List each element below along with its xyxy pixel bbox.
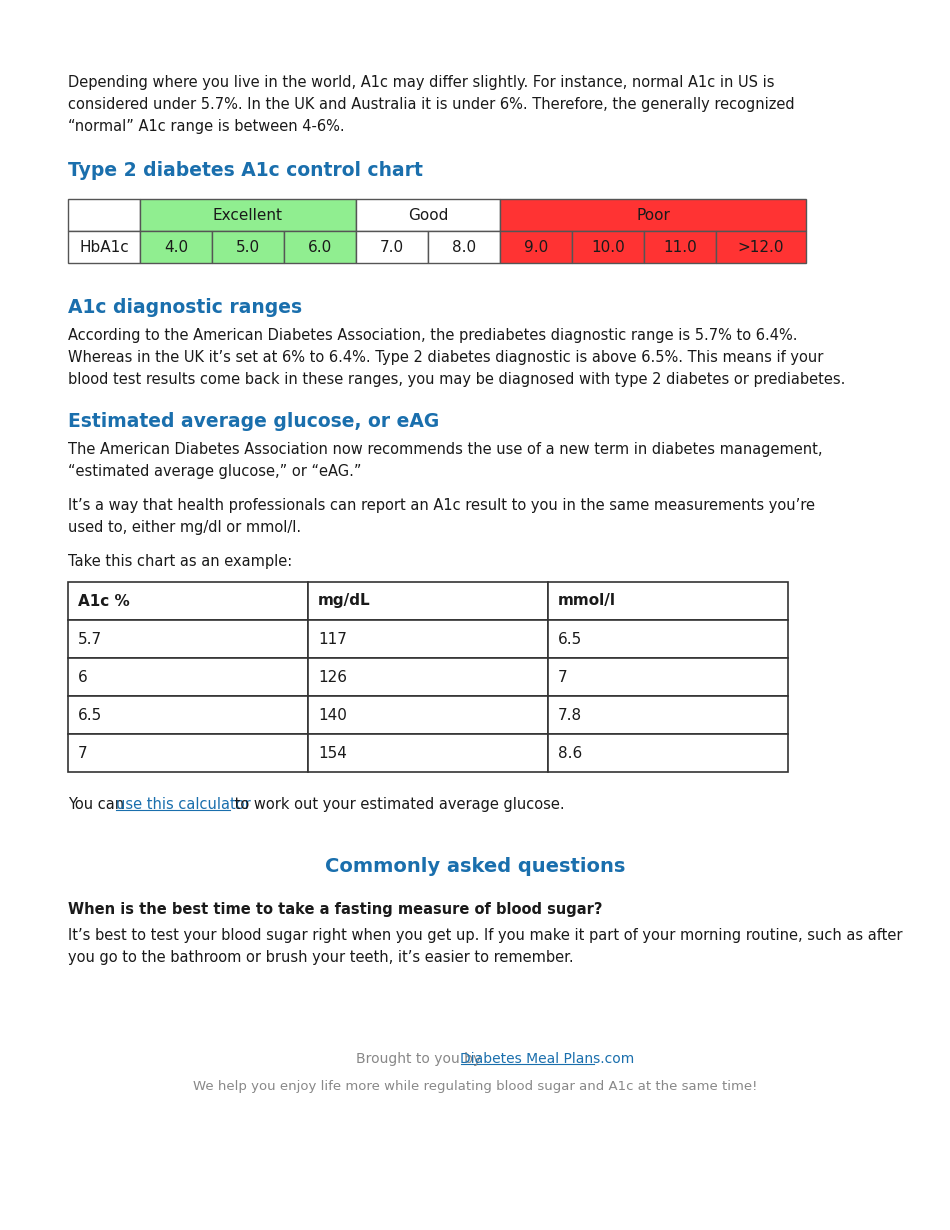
Bar (548, 582, 788, 620)
Bar (68, 582, 308, 620)
Text: Depending where you live in the world, A1c may differ slightly. For instance, no: Depending where you live in the world, A… (68, 75, 774, 90)
Text: It’s best to test your blood sugar right when you get up. If you make it part of: It’s best to test your blood sugar right… (68, 927, 902, 943)
Text: 117: 117 (318, 631, 347, 647)
Text: We help you enjoy life more while regulating blood sugar and A1c at the same tim: We help you enjoy life more while regula… (193, 1080, 757, 1093)
Text: 126: 126 (318, 669, 347, 685)
Bar (500, 231, 572, 263)
Text: 5.0: 5.0 (236, 240, 260, 255)
Text: blood test results come back in these ranges, you may be diagnosed with type 2 d: blood test results come back in these ra… (68, 371, 846, 387)
Text: According to the American Diabetes Association, the prediabetes diagnostic range: According to the American Diabetes Assoc… (68, 328, 797, 343)
Bar (500, 199, 806, 231)
Bar (212, 231, 284, 263)
Bar (284, 231, 356, 263)
Text: mg/dL: mg/dL (318, 594, 370, 609)
Text: >12.0: >12.0 (738, 240, 785, 255)
Bar (68, 658, 308, 696)
Text: 5.7: 5.7 (78, 631, 103, 647)
Bar (140, 231, 212, 263)
Bar (548, 620, 788, 658)
Text: you go to the bathroom or brush your teeth, it’s easier to remember.: you go to the bathroom or brush your tee… (68, 950, 574, 966)
Bar (308, 620, 548, 658)
Text: Type 2 diabetes A1c control chart: Type 2 diabetes A1c control chart (68, 161, 423, 180)
Bar (356, 231, 428, 263)
Text: 7: 7 (558, 669, 568, 685)
Text: mmol/l: mmol/l (558, 594, 616, 609)
Text: HbA1c: HbA1c (79, 240, 129, 255)
Text: considered under 5.7%. In the UK and Australia it is under 6%. Therefore, the ge: considered under 5.7%. In the UK and Aus… (68, 97, 794, 112)
Text: 8.6: 8.6 (558, 745, 582, 760)
Bar (68, 199, 140, 231)
Text: Brought to you by: Brought to you by (356, 1052, 485, 1066)
Bar (716, 231, 806, 263)
Text: “estimated average glucose,” or “eAG.”: “estimated average glucose,” or “eAG.” (68, 464, 362, 478)
Text: Whereas in the UK it’s set at 6% to 6.4%. Type 2 diabetes diagnostic is above 6.: Whereas in the UK it’s set at 6% to 6.4%… (68, 351, 824, 365)
Text: It’s a way that health professionals can report an A1c result to you in the same: It’s a way that health professionals can… (68, 498, 815, 513)
Text: Commonly asked questions: Commonly asked questions (325, 857, 625, 876)
Text: Poor: Poor (636, 208, 670, 223)
Text: 9.0: 9.0 (523, 240, 548, 255)
Text: 7.8: 7.8 (558, 707, 582, 722)
Bar (68, 620, 308, 658)
Text: 10.0: 10.0 (591, 240, 625, 255)
Text: 7: 7 (78, 745, 87, 760)
Bar (548, 734, 788, 772)
Bar (548, 658, 788, 696)
Bar (68, 696, 308, 734)
Text: You can: You can (68, 797, 129, 812)
Text: Diabetes Meal Plans.com: Diabetes Meal Plans.com (461, 1052, 635, 1066)
Bar (308, 696, 548, 734)
Text: used to, either mg/dl or mmol/l.: used to, either mg/dl or mmol/l. (68, 520, 301, 535)
Text: The American Diabetes Association now recommends the use of a new term in diabet: The American Diabetes Association now re… (68, 442, 823, 458)
Text: 6: 6 (78, 669, 87, 685)
Text: A1c diagnostic ranges: A1c diagnostic ranges (68, 298, 302, 317)
Bar (68, 231, 140, 263)
Bar (644, 231, 716, 263)
Text: Take this chart as an example:: Take this chart as an example: (68, 554, 293, 569)
Text: 4.0: 4.0 (164, 240, 188, 255)
Text: 7.0: 7.0 (380, 240, 404, 255)
Bar (68, 734, 308, 772)
Bar (308, 582, 548, 620)
Bar (572, 231, 644, 263)
Text: “normal” A1c range is between 4-6%.: “normal” A1c range is between 4-6%. (68, 119, 345, 134)
Text: Excellent: Excellent (213, 208, 283, 223)
Text: 6.0: 6.0 (308, 240, 332, 255)
Text: Good: Good (408, 208, 448, 223)
Text: Estimated average glucose, or eAG: Estimated average glucose, or eAG (68, 412, 439, 430)
Text: 6.5: 6.5 (78, 707, 103, 722)
Text: 8.0: 8.0 (452, 240, 476, 255)
Text: 11.0: 11.0 (663, 240, 697, 255)
Text: 140: 140 (318, 707, 347, 722)
Text: 154: 154 (318, 745, 347, 760)
Text: When is the best time to take a fasting measure of blood sugar?: When is the best time to take a fasting … (68, 902, 602, 918)
Bar (548, 696, 788, 734)
Bar (428, 231, 500, 263)
Text: use this calculator: use this calculator (116, 797, 251, 812)
Bar (308, 734, 548, 772)
Bar (140, 199, 356, 231)
Text: 6.5: 6.5 (558, 631, 582, 647)
Text: to work out your estimated average glucose.: to work out your estimated average gluco… (230, 797, 564, 812)
Text: A1c %: A1c % (78, 594, 130, 609)
Bar (356, 199, 500, 231)
Bar (308, 658, 548, 696)
